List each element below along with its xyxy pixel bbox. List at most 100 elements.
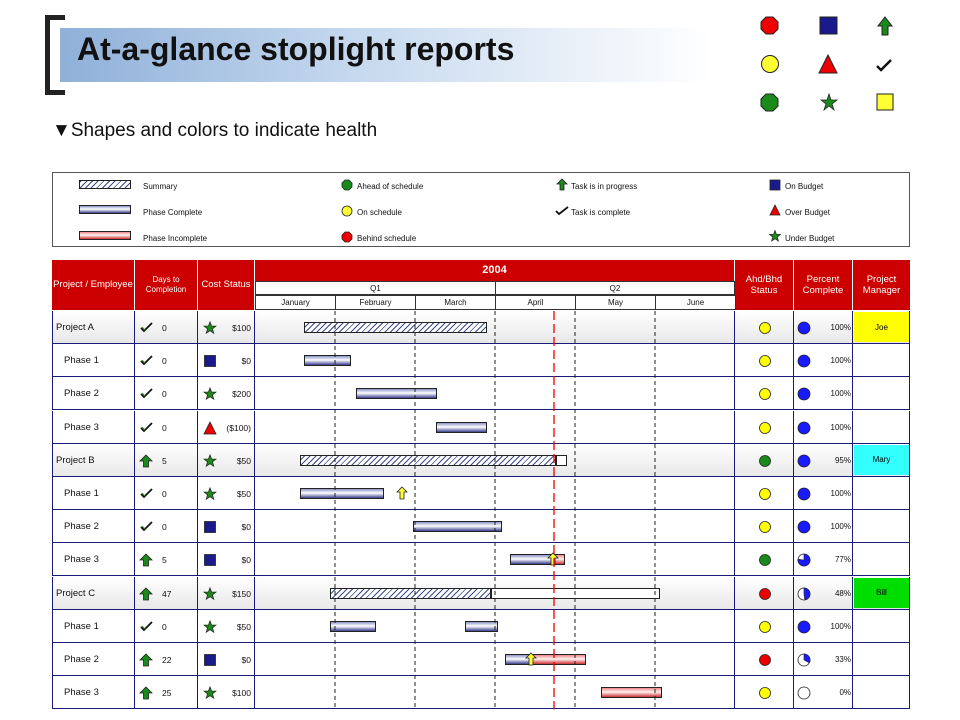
phase-complete-bar[interactable] [413,521,503,533]
cost-value: $0 [241,655,251,665]
blue-square-icon [204,554,216,567]
cell [853,410,910,444]
cell [853,643,910,676]
cost-value: ($100) [226,422,251,433]
month-june: June [655,295,736,310]
phase-complete-bar[interactable] [464,620,498,632]
cell [52,443,135,477]
row-name: Phase 1 [64,620,99,632]
cell [794,443,853,477]
cell [794,576,853,610]
phase-row[interactable]: Phase 1 0 $50 100% [52,477,910,510]
green-up-arrow-icon [139,454,153,468]
days-value: 0 [162,323,167,333]
progress-marker-icon [524,652,537,666]
phase-row[interactable]: Phase 2 0 $0 100% [52,510,910,544]
summary-bar[interactable] [329,587,491,599]
percent-pie-icon [797,487,811,501]
cell [853,377,910,411]
phase-row[interactable]: Phase 2 22 $0 33% [52,643,910,676]
cell [135,410,198,444]
cell [198,643,255,676]
phase-complete-bar[interactable] [329,620,377,632]
remaining-bar[interactable] [490,587,660,599]
row-name: Project C [56,587,96,599]
phase-row[interactable]: Phase 3 5 $0 77% [52,543,910,577]
header-year: 2004 [255,260,735,281]
row-name: Phase 2 [64,654,99,665]
phase-row[interactable]: Phase 3 0 ($100) 100% [52,410,910,444]
phase-row[interactable]: Phase 1 0 $50 100% [52,609,910,643]
project-row[interactable]: Project B 5 $50 95% Mary [52,443,910,477]
cell [794,543,853,577]
blue-square-icon [769,179,781,191]
manager-cell: Mary [854,444,909,475]
cell [52,344,135,378]
phase-row[interactable]: Phase 1 0 $0 100% [52,344,910,378]
row-name: Project B [56,454,95,466]
green-star-icon [203,321,217,335]
phase-complete-bar[interactable] [299,488,384,499]
cell [135,543,198,577]
days-value: 5 [162,555,167,566]
days-value: 0 [162,422,167,433]
cell [853,609,910,643]
cell [52,543,135,577]
month-march: March [415,295,496,310]
legend-phase-complete-swatch [79,205,131,214]
row-name: Project A [56,322,95,333]
cell [735,543,794,577]
phase-incomplete-bar[interactable] [600,687,663,699]
cell [735,609,794,643]
legend-phase-complete-label: Phase Complete [143,208,203,217]
cell [735,643,794,676]
cell [794,510,853,544]
progress-marker-icon [396,486,408,500]
remaining-bar[interactable] [556,454,567,466]
cell [853,676,910,710]
cell [794,477,853,510]
green-star-icon [203,387,217,401]
manager-cell: Bill [854,577,909,608]
cell [52,311,135,344]
cell [135,510,198,544]
row-name: Phase 1 [64,488,99,499]
legend-under-budget-label: Under Budget [785,234,835,243]
checkmark-icon [555,206,569,216]
phase-row[interactable]: Phase 3 25 $100 0% [52,676,910,710]
cell [735,676,794,710]
cell [135,477,198,510]
summary-bar[interactable] [304,322,488,333]
days-value: 22 [162,655,172,665]
green-up-arrow-icon [139,653,153,667]
red-triangle-icon [818,53,838,74]
checkmark-icon [140,521,153,532]
phase-complete-bar[interactable] [436,421,488,433]
summary-bar[interactable] [299,454,557,466]
percent-value: 100% [830,422,851,432]
percent-value: 100% [830,522,851,532]
red-triangle-icon [203,420,217,434]
checkmark-icon [140,488,153,499]
cell [198,510,255,544]
checkmark-icon [140,388,153,399]
header-days-to-completion: Days to Completion [135,260,198,310]
project-row[interactable]: Project C 47 $150 48% Bill [52,576,910,610]
phase-complete-bar[interactable] [355,388,437,400]
cell [735,344,794,378]
legend-over-budget-label: Over Budget [785,208,830,217]
cell [198,543,255,577]
legend-summary-swatch [79,180,131,189]
blue-square-icon [204,355,216,368]
cell [52,377,135,411]
phase-incomplete-bar[interactable] [532,654,586,665]
project-row[interactable]: Project A 0 $100 100% Joe [52,311,910,344]
cost-value: $50 [236,621,251,632]
checkmark-icon [140,355,153,366]
phase-complete-bar[interactable] [304,355,351,367]
header-ahd-bhd-status: Ahd/Bhd Status [735,260,794,310]
phase-row[interactable]: Phase 2 0 $200 100% [52,377,910,411]
cost-value: $50 [236,489,251,499]
percent-value: 77% [834,555,851,565]
cell [255,609,735,643]
